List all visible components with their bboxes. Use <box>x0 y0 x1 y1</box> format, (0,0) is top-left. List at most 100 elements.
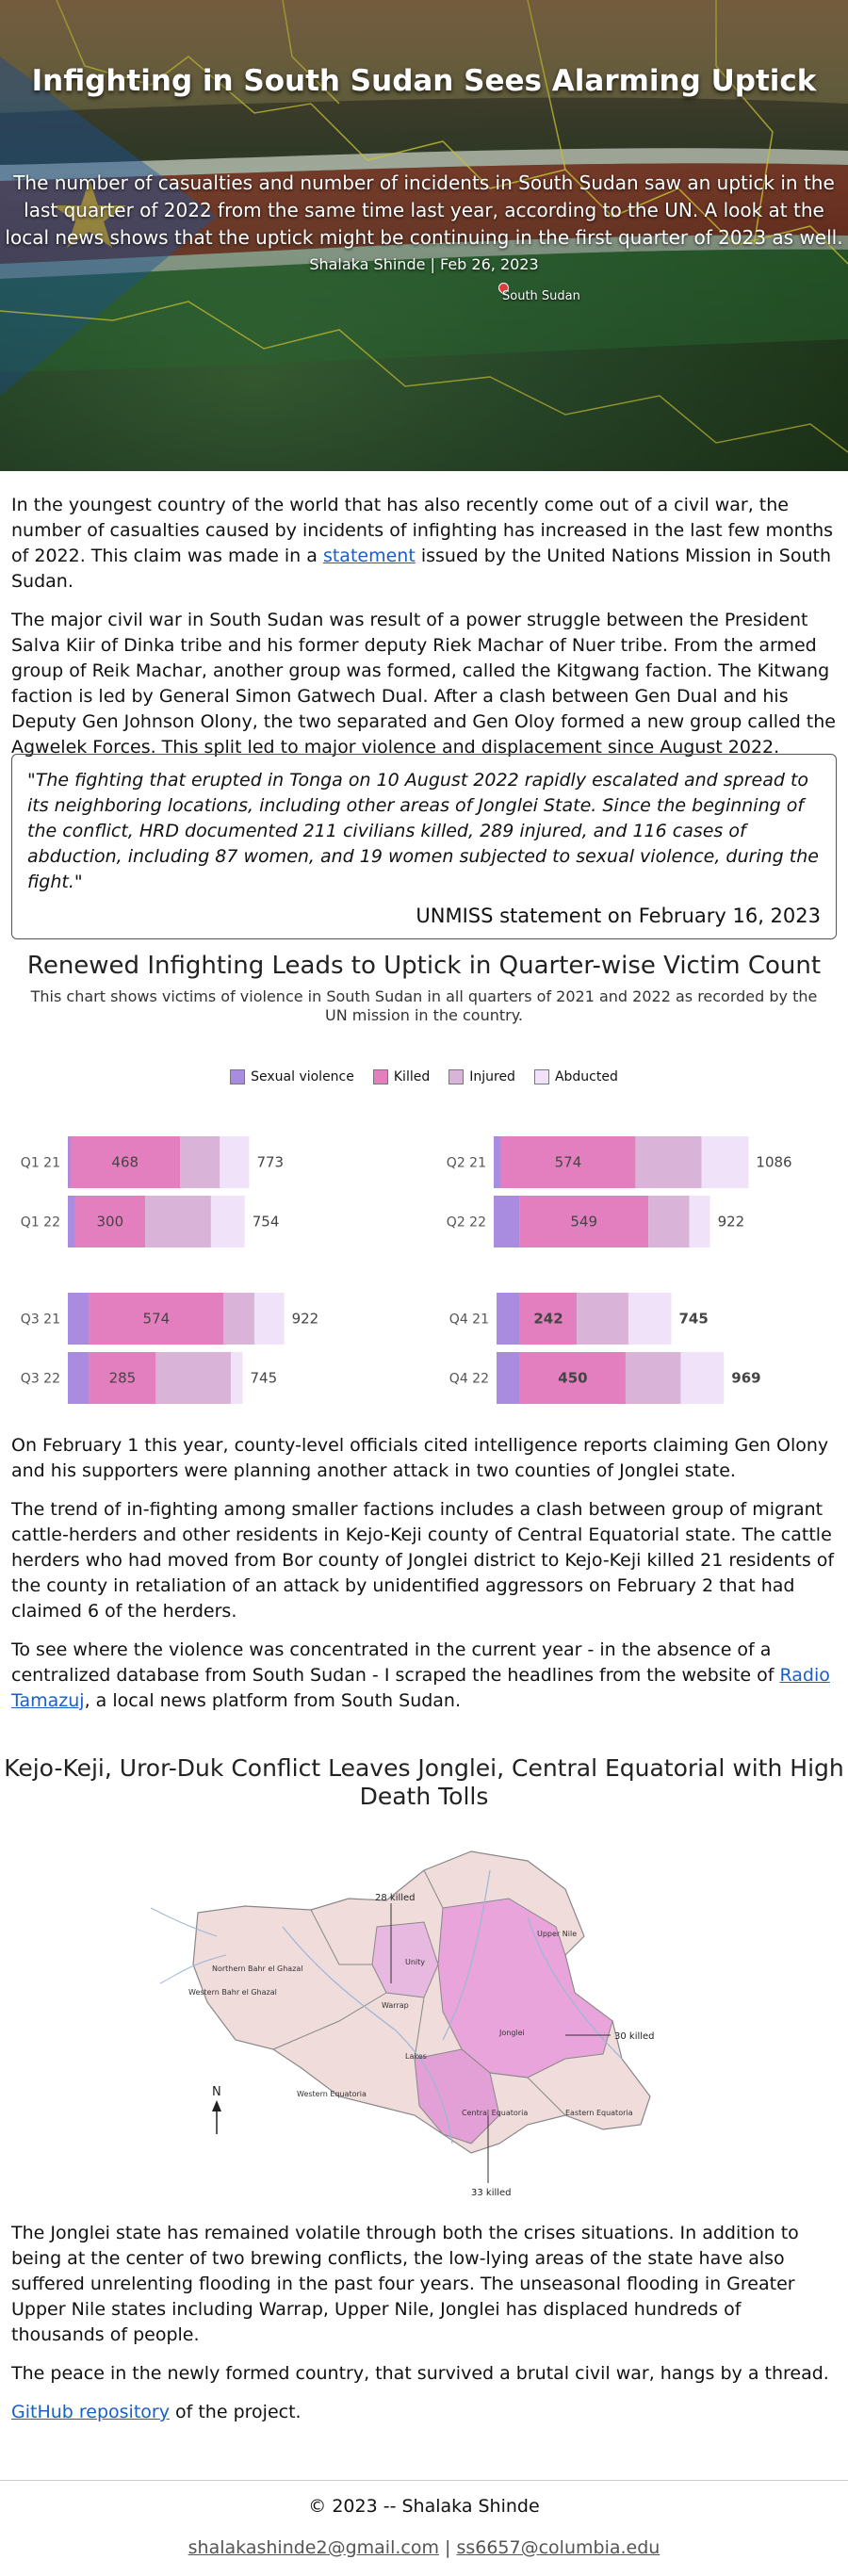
bar-segment-abducted <box>689 1196 710 1247</box>
statement-link[interactable]: statement <box>322 546 416 566</box>
legend-item-sexual-violence: Sexual violence <box>230 1069 354 1084</box>
map-pin-label: South Sudan <box>502 289 580 303</box>
chart-title: Renewed Infighting Leads to Uptick in Qu… <box>26 952 822 980</box>
bar-segment-sexual-violence <box>68 1293 90 1345</box>
killed-value-label: 549 <box>570 1214 597 1231</box>
footer-divider <box>0 2480 848 2481</box>
bar-segment-killed <box>519 1352 626 1404</box>
intro-text-1: In the youngest country of the world tha… <box>11 495 834 566</box>
killed-value-label: 450 <box>558 1370 587 1387</box>
bar-segment-abducted <box>254 1293 285 1345</box>
jonglei-paragraph: The Jonglei state has remained volatile … <box>11 2223 799 2345</box>
footer-contact: shalakashinde2@gmail.com | ss6657@columb… <box>0 2537 848 2558</box>
hero-banner: Infighting in South Sudan Sees Alarming … <box>0 0 848 471</box>
bar-category-label: Q2 22 <box>447 1215 486 1231</box>
total-value-label: 754 <box>253 1214 280 1231</box>
bar-segment-abducted <box>680 1352 725 1404</box>
legend-swatch <box>372 1069 388 1084</box>
olony-paragraph: On February 1 this year, county-level of… <box>11 1435 829 1481</box>
bar-segment-injured <box>180 1136 220 1188</box>
bar-category-label: Q2 21 <box>447 1156 486 1171</box>
quote-source: UNMISS statement on February 16, 2023 <box>416 905 821 927</box>
killed-value-label: 242 <box>533 1311 563 1328</box>
legend-item-abducted: Abducted <box>533 1069 618 1084</box>
bar-segment-killed <box>89 1293 224 1345</box>
bar-segment-sexual-violence <box>68 1136 71 1188</box>
background-paragraph: The major civil war in South Sudan was r… <box>11 610 836 758</box>
mid-section: On February 1 this year, county-level of… <box>0 1433 848 1714</box>
bar-category-label: Q1 22 <box>21 1215 60 1231</box>
outro-section: The Jonglei state has remained volatile … <box>0 2221 848 2425</box>
region-label-upper-nile: Upper Nile <box>537 1930 577 1938</box>
bar-segment-sexual-violence <box>497 1352 520 1404</box>
callout-30-killed: 30 killed <box>614 2031 655 2042</box>
footer-separator: | <box>438 2537 457 2558</box>
bar-segment-injured <box>577 1293 628 1345</box>
north-label: N <box>212 2085 221 2099</box>
bar-segment-sexual-violence <box>494 1136 501 1188</box>
legend-label: Sexual violence <box>251 1069 354 1084</box>
total-value-label: 1086 <box>756 1154 791 1171</box>
central-equatoria-region <box>414 2048 500 2144</box>
legend-label: Abducted <box>554 1069 618 1084</box>
killed-value-label: 574 <box>143 1311 171 1328</box>
legend-item-killed: Killed <box>372 1069 431 1084</box>
bar-category-label: Q4 22 <box>449 1372 489 1387</box>
bar-segment-sexual-violence <box>68 1196 75 1247</box>
bar-segment-injured <box>145 1196 211 1247</box>
jonglei-region <box>437 1898 613 2079</box>
email-link-gmail[interactable]: shalakashinde2@gmail.com <box>188 2537 439 2558</box>
bar-segment-abducted <box>210 1196 245 1247</box>
satellite-map-background <box>0 0 848 453</box>
bar-segment-injured <box>625 1352 681 1404</box>
chart-subtitle: This chart shows victims of violence in … <box>30 987 818 1024</box>
repo-text: of the project. <box>169 2402 302 2422</box>
bar-segment-killed <box>89 1352 156 1404</box>
total-value-label: 773 <box>256 1154 284 1171</box>
github-repo-link[interactable]: GitHub repository <box>11 2402 170 2422</box>
bar-segment-injured <box>155 1352 232 1404</box>
quote-box: "The fighting that erupted in Tonga on 1… <box>11 754 837 939</box>
legend-swatch <box>533 1069 549 1084</box>
region-label-nbeg: Northern Bahr el Ghazal <box>212 1965 303 1973</box>
callout-28-killed: 28 killed <box>375 1893 416 1903</box>
radio-tamazuj-link[interactable]: Radio Tamazuj <box>11 1665 830 1711</box>
repo-paragraph: GitHub repository of the project. <box>11 2400 837 2425</box>
bar-segment-abducted <box>701 1136 749 1188</box>
bar-segment-abducted <box>231 1352 243 1404</box>
total-value-label: 745 <box>251 1370 278 1387</box>
legend-swatch <box>448 1069 465 1084</box>
bar-segment-killed <box>519 1196 649 1247</box>
scraping-text-1: To see where the violence was concentrat… <box>11 1639 780 1686</box>
email-link-columbia[interactable]: ss6657@columbia.edu <box>456 2537 660 2558</box>
bar-segment-killed <box>70 1136 181 1188</box>
scraping-text-2: , a local news platform from South Sudan… <box>84 1690 462 1711</box>
killed-value-label: 285 <box>109 1370 137 1387</box>
bar-category-label: Q3 22 <box>21 1372 60 1387</box>
legend-label: Injured <box>469 1069 515 1084</box>
intro-paragraph: In the youngest country of the world tha… <box>11 493 837 595</box>
region-label-lakes: Lakes <box>405 2052 427 2061</box>
total-value-label: 969 <box>731 1370 760 1387</box>
bar-segment-sexual-violence <box>68 1352 90 1404</box>
bar-category-label: Q1 21 <box>21 1156 60 1171</box>
chart-legend: Sexual violence Killed Injured Abducted <box>0 1069 848 1084</box>
bar-segment-injured <box>223 1293 255 1345</box>
legend-label: Killed <box>393 1069 431 1084</box>
bar-category-label: Q3 21 <box>21 1312 60 1328</box>
page-subtitle: The number of casualties and number of i… <box>5 171 843 249</box>
bar-segment-injured <box>635 1136 702 1188</box>
bar-segment-sexual-violence <box>494 1196 520 1247</box>
bar-segment-killed <box>519 1293 578 1345</box>
total-value-label: 922 <box>292 1311 319 1328</box>
killed-value-label: 468 <box>111 1154 139 1171</box>
killed-value-label: 300 <box>96 1214 123 1231</box>
intro-section: In the youngest country of the world tha… <box>0 493 848 760</box>
footer-copyright: © 2023 -- Shalaka Shinde <box>308 2496 540 2517</box>
byline: Shalaka Shinde | Feb 26, 2023 <box>309 255 539 273</box>
south-sudan-map: Northern Bahr el Ghazal Western Bahr el … <box>150 1850 655 2198</box>
bar-segment-abducted <box>220 1136 250 1188</box>
region-label-central-equatoria: Central Equatoria <box>462 2109 528 2117</box>
intro-text-2: issued by the United Nations Mission in … <box>11 546 831 592</box>
bar-segment-killed <box>500 1136 636 1188</box>
